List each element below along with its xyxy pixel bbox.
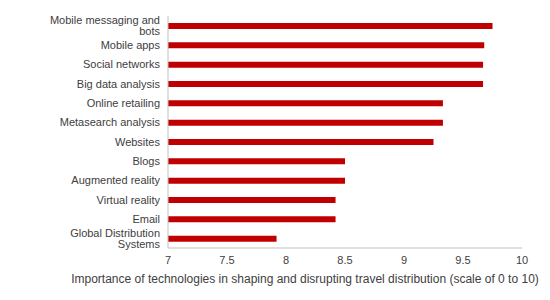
svg-text:Metasearch analysis: Metasearch analysis: [60, 116, 161, 128]
svg-text:Mobile apps: Mobile apps: [101, 39, 161, 51]
html-text:Importance of technologies in: Importance of technologies in shaping an…: [71, 272, 539, 286]
svg-text:Social networks: Social networks: [83, 58, 161, 70]
svg-text:8: 8: [283, 254, 289, 266]
svg-text:Mobile messaging andbots: Mobile messaging andbots: [50, 14, 161, 37]
svg-text:Online retailing: Online retailing: [87, 97, 160, 109]
svg-text:Global DistributionSystems: Global DistributionSystems: [70, 227, 160, 250]
svg-text:8.5: 8.5: [337, 254, 352, 266]
svg-text:10: 10: [516, 254, 528, 266]
svg-text:Augmented reality: Augmented reality: [71, 174, 160, 186]
svg-text:9: 9: [401, 254, 407, 266]
svg-text:9.5: 9.5: [455, 254, 470, 266]
svg-text:7.5: 7.5: [219, 254, 234, 266]
svg-text:Virtual reality: Virtual reality: [97, 194, 161, 206]
svg-text:Websites: Websites: [115, 136, 161, 148]
svg-text:Blogs: Blogs: [132, 155, 160, 167]
svg-text:Email: Email: [132, 213, 160, 225]
svg-text:Big data analysis: Big data analysis: [77, 78, 161, 90]
svg-text:7: 7: [165, 254, 171, 266]
